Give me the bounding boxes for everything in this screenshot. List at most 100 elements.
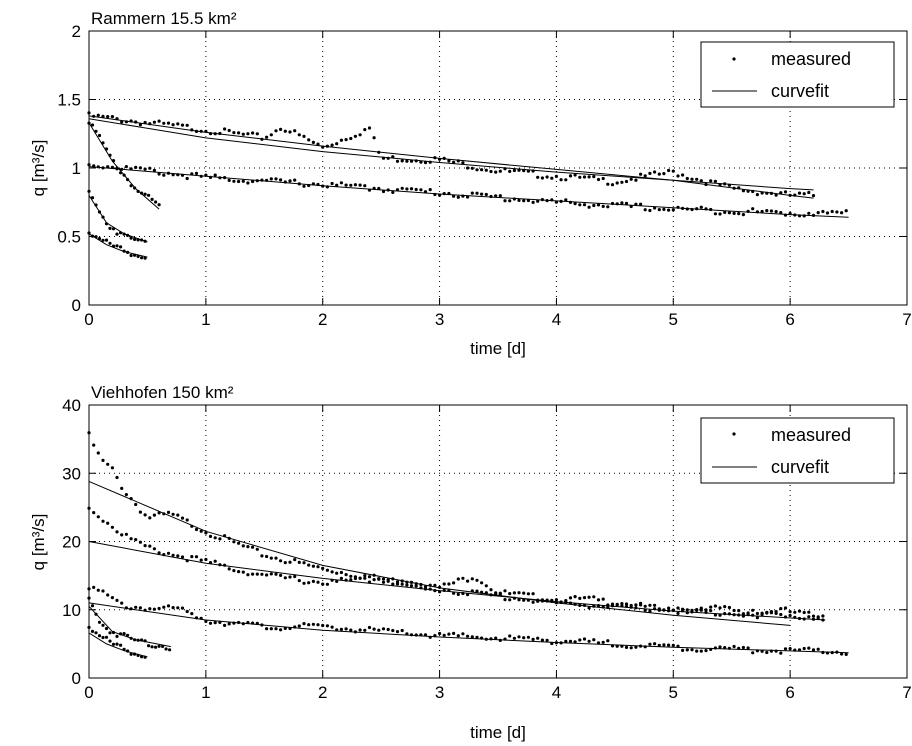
measured-point	[92, 443, 96, 447]
measured-point	[825, 651, 830, 655]
measured-point	[297, 579, 301, 583]
measured-point	[143, 513, 147, 517]
measured-point	[526, 169, 531, 173]
y-tick-label: 1	[72, 159, 81, 178]
measured-point	[136, 254, 140, 258]
measured-point	[293, 574, 297, 579]
measured-point	[166, 551, 171, 555]
measured-point	[208, 561, 213, 565]
measured-point	[166, 121, 171, 125]
measured-point	[484, 168, 488, 172]
measured-point	[157, 172, 161, 176]
measured-point	[620, 644, 624, 648]
measured-point	[456, 159, 460, 163]
measured-point	[522, 591, 526, 595]
measured-point	[779, 651, 783, 655]
measured-point	[372, 186, 376, 190]
measured-point	[143, 608, 147, 612]
measured-point	[255, 547, 259, 551]
measured-point	[582, 203, 587, 207]
measured-point	[727, 183, 732, 187]
measured-point	[624, 604, 629, 608]
measured-point	[180, 173, 185, 177]
measured-point	[208, 132, 213, 136]
measured-point	[140, 191, 144, 195]
measured-point	[260, 572, 264, 576]
measured-point	[643, 174, 647, 178]
measured-point	[517, 598, 521, 602]
measured-point	[601, 204, 605, 208]
measured-point	[325, 582, 329, 586]
legend-box-rammern	[700, 41, 895, 108]
measured-point	[115, 530, 119, 534]
measured-point	[447, 632, 451, 636]
measured-point	[709, 647, 713, 652]
measured-point	[133, 652, 137, 656]
measured-point	[470, 589, 474, 593]
measured-point	[94, 612, 98, 616]
measured-point	[503, 598, 507, 602]
measured-point	[475, 191, 479, 195]
x-tick-labels-viehhofen: 0 1 2 3 4 5 6 7	[84, 683, 911, 702]
measured-point	[489, 194, 493, 199]
measured-point	[503, 637, 507, 641]
measured-point	[133, 638, 137, 642]
measured-point	[592, 175, 596, 179]
measured-point	[246, 620, 250, 625]
measured-point	[218, 131, 222, 136]
measured-point	[564, 198, 568, 202]
measured-point	[741, 645, 746, 650]
measured-point	[101, 623, 105, 627]
measured-point	[508, 199, 512, 203]
measured-point	[96, 451, 100, 455]
measured-point	[321, 623, 325, 628]
measured-point	[526, 198, 531, 203]
measured-point	[634, 603, 638, 607]
y-tick-labels-viehhofen: 0 10 20 30 40	[62, 396, 81, 688]
measured-point	[559, 600, 563, 604]
measured-point	[180, 516, 185, 520]
measured-point	[111, 159, 116, 163]
measured-point	[419, 188, 423, 192]
measured-point	[755, 649, 760, 653]
measured-point	[143, 167, 147, 171]
measured-point	[639, 172, 643, 176]
measured-point	[461, 576, 465, 580]
measured-point	[727, 605, 732, 610]
measured-point	[297, 560, 301, 565]
measured-point	[606, 182, 610, 186]
measured-point	[765, 209, 769, 213]
measured-point	[456, 577, 460, 581]
measured-point	[363, 184, 367, 188]
measured-point	[723, 210, 727, 214]
measured-point	[802, 646, 806, 651]
measured-point	[316, 580, 320, 584]
measured-point	[255, 179, 259, 183]
title-viehhofen: Viehhofen 150 km²	[91, 383, 234, 402]
measured-point	[157, 551, 161, 555]
measured-point	[760, 649, 764, 653]
measured-point	[157, 644, 161, 648]
measured-point	[461, 161, 465, 165]
measured-point	[97, 620, 102, 624]
measured-point	[769, 611, 774, 615]
measured-point	[148, 607, 152, 611]
measured-point	[302, 581, 306, 585]
measured-point	[190, 128, 194, 132]
measured-point	[685, 207, 689, 211]
measured-point	[171, 123, 175, 127]
measured-point	[582, 596, 587, 600]
measured-point	[531, 592, 535, 596]
y-tick-label: 0.5	[57, 228, 81, 247]
measured-point	[255, 132, 259, 136]
measured-point	[568, 200, 573, 204]
measured-point	[498, 194, 502, 198]
measured-point	[545, 175, 549, 179]
measured-point	[134, 502, 138, 507]
measured-point	[540, 638, 545, 642]
measured-point	[157, 203, 161, 207]
measured-point	[816, 615, 820, 619]
measured-point	[709, 179, 713, 183]
measured-point	[115, 166, 119, 170]
measured-point	[779, 191, 783, 195]
